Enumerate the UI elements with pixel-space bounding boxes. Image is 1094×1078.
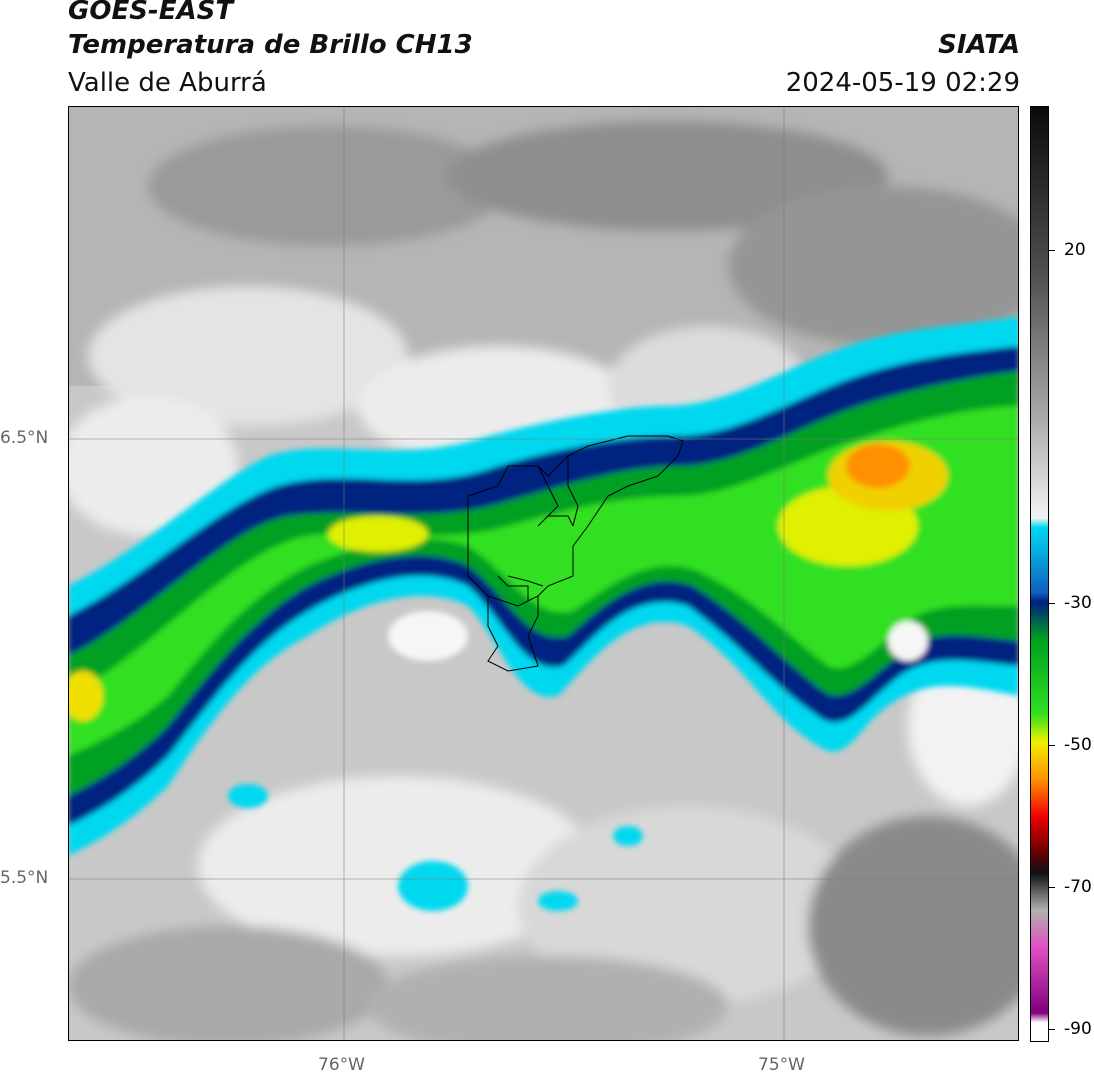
map-title: GOES-EAST	[68, 0, 234, 26]
colorbar-tick	[1049, 603, 1055, 604]
lat-label-5-5: 5.5°N	[0, 868, 49, 888]
colorbar-label-20: 20	[1064, 240, 1086, 260]
colorbar-label-minus-30: -30	[1064, 593, 1092, 613]
lat-label-6-5: 6.5°N	[0, 428, 49, 448]
colorbar-tick	[1049, 887, 1055, 888]
map-region: Valle de Aburrá	[68, 68, 267, 98]
colorbar-tick	[1049, 745, 1055, 746]
map-frame	[68, 106, 1019, 1041]
colorbar-label-minus-90: -90	[1064, 1019, 1092, 1039]
satellite-map[interactable]	[68, 106, 1019, 1041]
graticule	[68, 106, 1019, 1041]
colorbar	[1030, 106, 1049, 1042]
cold-cloud-band	[68, 316, 1019, 856]
isolated-cells	[228, 784, 643, 911]
map-product: Temperatura de Brillo CH13	[68, 30, 473, 60]
colorbar-tick	[1049, 250, 1055, 251]
cloud-texture	[68, 121, 1019, 1041]
colorbar-label-minus-50: -50	[1064, 735, 1092, 755]
colorbar-label-minus-70: -70	[1064, 877, 1092, 897]
map-datetime: 2024-05-19 02:29	[785, 68, 1020, 98]
map-org: SIATA	[938, 30, 1020, 60]
lon-label-75: 75°W	[758, 1055, 805, 1075]
lon-label-76: 76°W	[318, 1055, 365, 1075]
municipality-boundaries	[467, 435, 684, 672]
colorbar-tick	[1049, 1029, 1055, 1030]
